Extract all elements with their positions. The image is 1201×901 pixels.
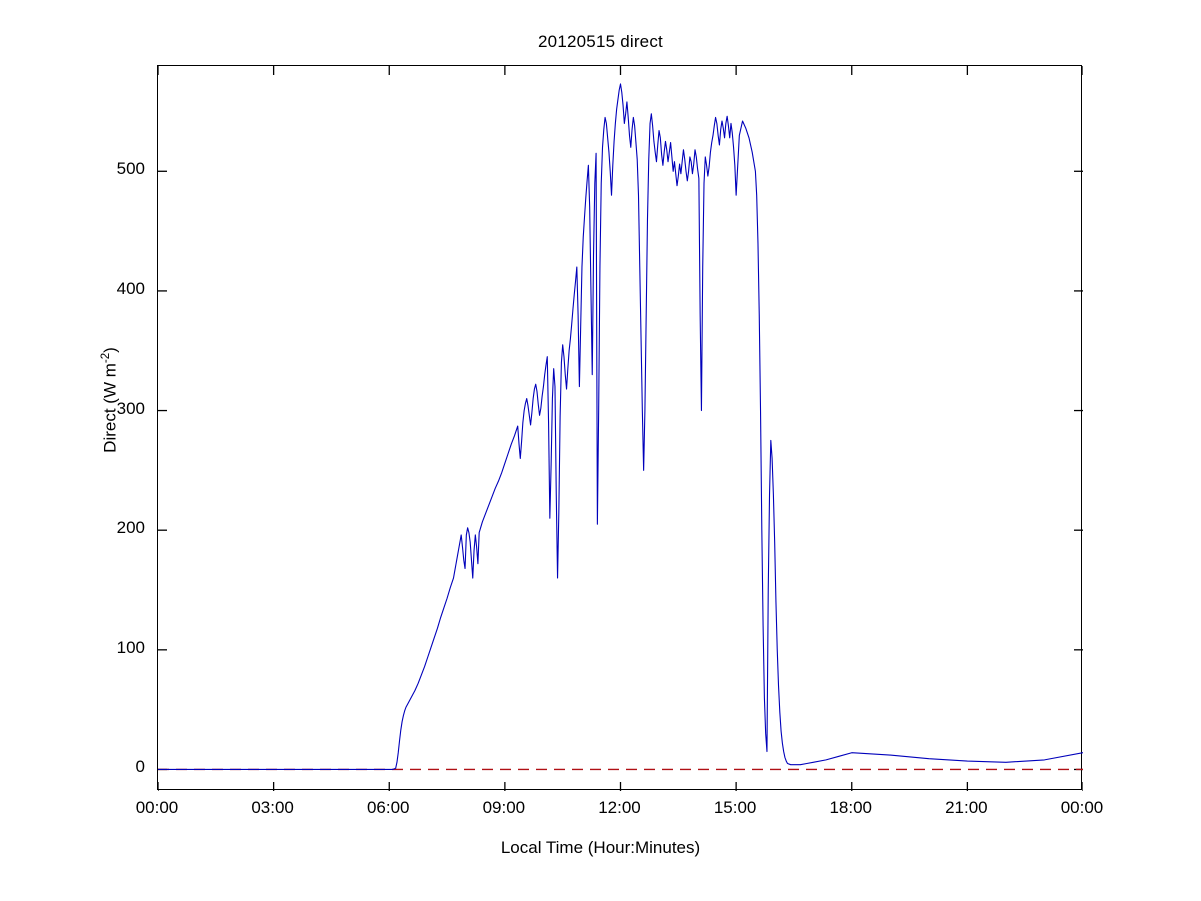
y-tick-marks	[158, 170, 1083, 771]
y-tick-label: 100	[116, 637, 145, 657]
y-axis-label-tail: )	[100, 347, 120, 353]
y-tick-label: 200	[116, 518, 145, 538]
x-tick-label: 12:00	[598, 798, 641, 817]
y-tick-label: 500	[116, 159, 145, 179]
y-axis-label: Direct (W m-2)	[100, 270, 121, 530]
y-tick-label: 0	[135, 757, 145, 777]
x-tick-label: 21:00	[945, 798, 988, 817]
x-tick-label: 15:00	[713, 798, 757, 817]
plot-area	[157, 65, 1083, 791]
x-tick-label: 18:00	[829, 798, 873, 817]
y-tick-label: 400	[116, 278, 145, 298]
chart-title: 20120515 direct	[538, 32, 663, 51]
x-tick-label: 00:00	[1060, 798, 1104, 817]
x-axis-label: Local Time (Hour:Minutes)	[500, 838, 701, 857]
x-tick-label: 03:00	[251, 798, 294, 817]
plot-svg	[158, 66, 1083, 791]
x-tick-label: 00:00	[135, 798, 179, 817]
x-tick-label: 09:00	[482, 798, 526, 817]
y-axis-label-text: Direct (W m	[100, 363, 120, 453]
x-tick-marks	[158, 66, 1083, 791]
y-tick-label: 300	[116, 398, 145, 418]
y-axis-label-exponent: -2	[100, 352, 112, 364]
direct-irradiance-series	[158, 83, 1083, 771]
x-tick-label: 06:00	[366, 798, 410, 817]
